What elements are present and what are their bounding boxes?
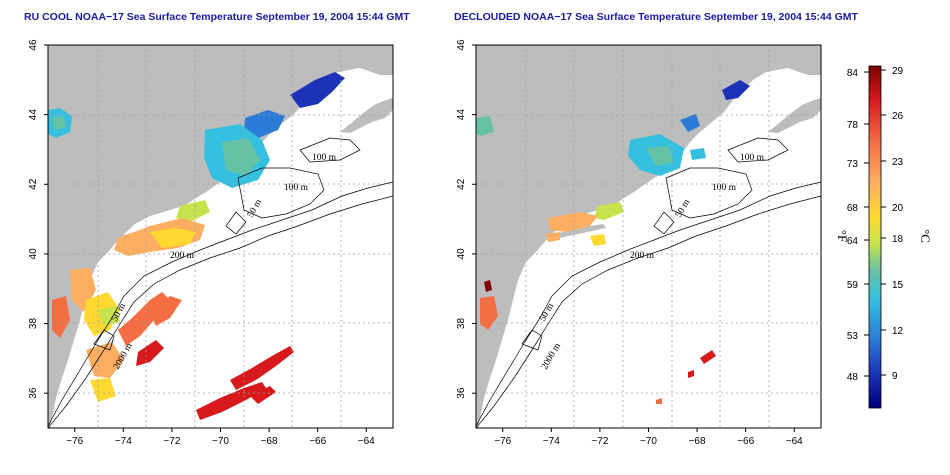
colorbar-c-label: 23 — [892, 157, 904, 168]
lat-tick-label: 36 — [456, 387, 467, 399]
colorbar-gradient — [868, 65, 882, 409]
lat-tick-label: 40 — [456, 248, 467, 260]
lat-tick-label: 44 — [28, 109, 39, 121]
sst-patches — [48, 72, 345, 420]
colorbar-c-label: 18 — [892, 234, 904, 245]
lon-tick-label: −64 — [358, 436, 375, 447]
lat-tick-label: 38 — [28, 318, 39, 330]
colorbar-c-label: 9 — [892, 371, 898, 382]
lon-tick-label: −76 — [494, 436, 511, 447]
lat-tick-label: 36 — [28, 387, 39, 399]
lon-tick-label: −74 — [115, 436, 132, 447]
right-axes: −76 −74 −72 −70 −68 −66 −64 36 38 40 42 44 46 — [456, 39, 803, 447]
colorbar-f-label: 59 — [847, 280, 859, 291]
lat-tick-label: 42 — [456, 178, 467, 190]
land-coastline — [48, 45, 393, 428]
land-coastline — [476, 45, 821, 428]
left-axes: −76 −74 −72 −70 −68 −66 −64 36 38 40 42 44 46 — [28, 39, 375, 447]
grid-lines — [48, 45, 393, 428]
lat-tick-label: 46 — [28, 39, 39, 51]
long-island — [548, 224, 606, 240]
colorbar-ticks: 84 78 73 68 64 59 53 48 29 26 23 20 18 15 12 9 — [847, 66, 904, 383]
colorbar-c-label: 29 — [892, 66, 904, 77]
lon-tick-label: −72 — [163, 436, 180, 447]
contour-label: 100 m — [284, 183, 309, 193]
sst-patches — [476, 80, 750, 404]
bathymetry-contours — [476, 137, 821, 428]
bathymetry-contours — [48, 137, 393, 428]
colorbar-f-label: 64 — [847, 236, 859, 247]
contour-label: 200 m — [630, 251, 655, 261]
right-map-title: DECLOUDED NOAA−17 Sea Surface Temperatur… — [454, 11, 858, 23]
lat-tick-label: 40 — [28, 248, 39, 260]
grid-lines — [476, 45, 821, 428]
colorbar-f-label: 68 — [847, 203, 859, 214]
colorbar: 84 78 73 68 64 59 53 48 29 26 23 20 18 15 12 9 °F °C — [835, 65, 933, 409]
colorbar-f-label: 84 — [847, 68, 859, 79]
right-sst-map: 100 m 100 m 50 m 200 m 50 m 2000 m — [476, 45, 821, 428]
lon-tick-label: −66 — [309, 436, 326, 447]
lon-tick-label: −70 — [640, 436, 657, 447]
colorbar-c-label: 15 — [892, 280, 904, 291]
contour-label: 200 m — [170, 251, 195, 261]
colorbar-f-label: 53 — [847, 331, 859, 342]
left-map-title: RU COOL NOAA−17 Sea Surface Temperature … — [24, 11, 410, 23]
nova-scotia — [768, 98, 821, 133]
lat-tick-label: 42 — [28, 178, 39, 190]
lat-tick-label: 38 — [456, 318, 467, 330]
lat-tick-label: 46 — [456, 39, 467, 51]
lon-tick-label: −68 — [261, 436, 278, 447]
lon-tick-label: −72 — [591, 436, 608, 447]
lon-tick-label: −64 — [786, 436, 803, 447]
unit-celsius: °C — [918, 229, 933, 243]
colorbar-f-label: 73 — [847, 159, 859, 170]
lon-tick-label: −70 — [212, 436, 229, 447]
colorbar-c-label: 20 — [892, 203, 904, 214]
lon-tick-label: −74 — [543, 436, 560, 447]
colorbar-c-label: 12 — [892, 326, 904, 337]
colorbar-f-label: 78 — [847, 120, 859, 131]
lon-tick-label: −76 — [66, 436, 83, 447]
colorbar-c-label: 26 — [892, 111, 904, 122]
nova-scotia — [340, 98, 393, 133]
contour-label: 100 m — [312, 153, 337, 163]
colorbar-f-label: 48 — [847, 372, 859, 383]
lon-tick-label: −66 — [737, 436, 754, 447]
contour-label: 100 m — [740, 153, 765, 163]
lat-tick-label: 44 — [456, 109, 467, 121]
contour-label: 100 m — [712, 183, 737, 193]
left-sst-map: 100 m 100 m 50 m 200 m 50 m 2000 m — [48, 45, 393, 428]
lon-tick-label: −68 — [689, 436, 706, 447]
unit-fahrenheit: °F — [835, 230, 850, 242]
